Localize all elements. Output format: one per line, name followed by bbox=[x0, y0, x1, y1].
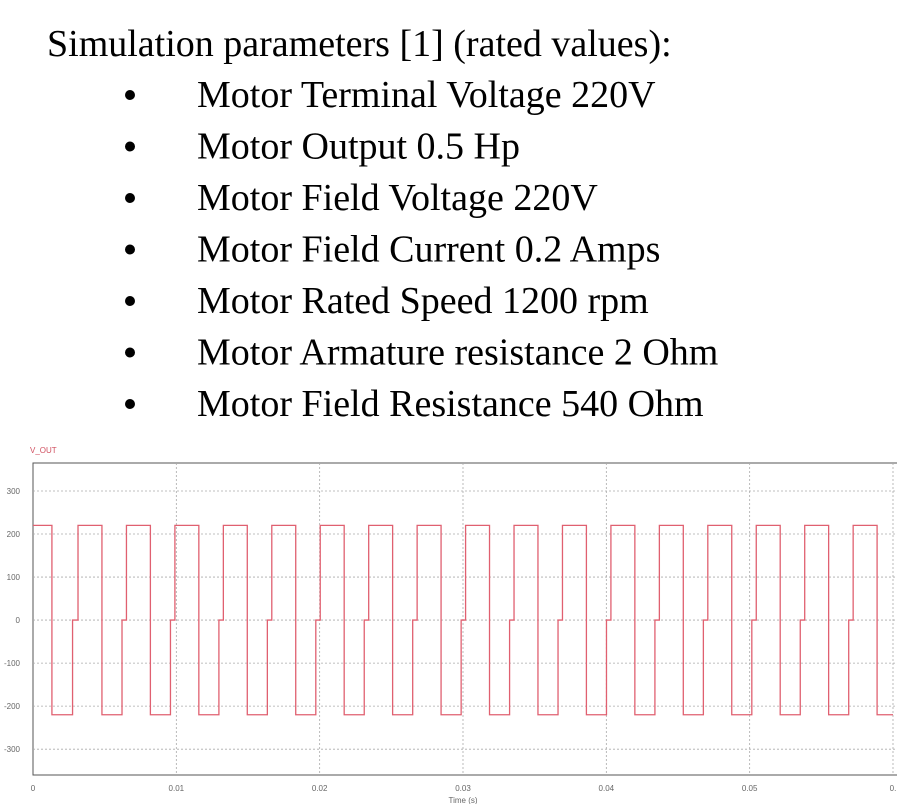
x-tick-label: 0.02 bbox=[312, 784, 328, 793]
x-tick-label: 0.01 bbox=[169, 784, 185, 793]
x-tick-label: 0.03 bbox=[455, 784, 471, 793]
y-tick-label: 300 bbox=[7, 487, 21, 496]
y-tick-label: -200 bbox=[4, 702, 21, 711]
series-line bbox=[33, 524, 893, 716]
y-tick-label: -100 bbox=[4, 659, 21, 668]
x-tick-label: 0.05 bbox=[742, 784, 758, 793]
x-axis-label: Time (s) bbox=[448, 796, 477, 804]
y-tick-label: 0 bbox=[16, 616, 21, 625]
bullet bbox=[125, 296, 135, 306]
bullet bbox=[125, 141, 135, 152]
bullet bbox=[125, 90, 135, 100]
bullet bbox=[125, 193, 135, 203]
bullet bbox=[125, 399, 135, 409]
x-tick-label: 0 bbox=[31, 784, 36, 793]
plot-frame bbox=[32, 462, 897, 776]
y-tick-label: -300 bbox=[4, 745, 21, 754]
doc-title: Simulation parameters [1] (rated values)… bbox=[47, 23, 672, 65]
x-tick-label: 0.04 bbox=[599, 784, 615, 793]
bullet bbox=[125, 347, 135, 358]
bullet-text: Motor Field Current 0.2 Amps bbox=[197, 229, 660, 271]
chart-title: V_OUT bbox=[30, 446, 57, 455]
y-tick-label: 200 bbox=[7, 530, 21, 539]
bullet-text: Motor Field Voltage 220V bbox=[197, 177, 598, 219]
bullet-text: Motor Output 0.5 Hp bbox=[197, 126, 520, 168]
bullet-text: Motor Terminal Voltage 220V bbox=[197, 74, 656, 116]
x-tick-label: 0. bbox=[890, 784, 897, 793]
bullet bbox=[125, 244, 135, 255]
y-tick-label: 100 bbox=[7, 573, 21, 582]
bullet-text: Motor Armature resistance 2 Ohm bbox=[197, 332, 718, 374]
bullet-text: Motor Field Resistance 540 Ohm bbox=[197, 383, 704, 425]
bullet-text: Motor Rated Speed 1200 rpm bbox=[197, 280, 649, 322]
